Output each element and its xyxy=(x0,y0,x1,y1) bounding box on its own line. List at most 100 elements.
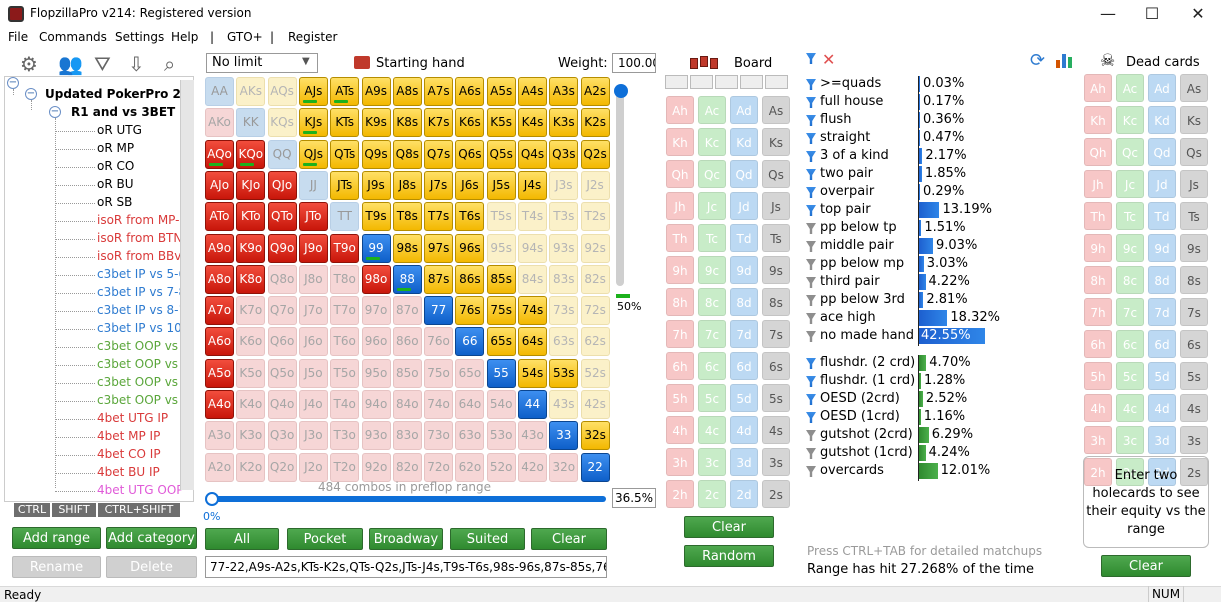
hand-cell-82s[interactable]: 82s xyxy=(580,264,610,294)
dead-card-7d[interactable]: 7d xyxy=(1148,298,1176,326)
dead-card-4c[interactable]: 4c xyxy=(1116,394,1144,422)
board-card-Tc[interactable]: Tc xyxy=(698,224,726,252)
hand-cell-84o[interactable]: 84o xyxy=(392,390,422,419)
menu-commands[interactable]: Commands xyxy=(39,30,107,44)
dead-card-Ad[interactable]: Ad xyxy=(1148,74,1176,102)
settings-gear-icon[interactable]: ⚙ xyxy=(20,52,38,76)
hand-cell-K7s[interactable]: K7s xyxy=(424,108,454,138)
hand-cell-K4o[interactable]: K4o xyxy=(236,390,266,419)
dead-card-8c[interactable]: 8c xyxy=(1116,266,1144,294)
dead-card-2s[interactable]: 2s xyxy=(1180,458,1208,486)
hand-cell-J4o[interactable]: J4o xyxy=(298,390,328,419)
board-card-3s[interactable]: 3s xyxy=(762,448,790,476)
hand-cell-J4s[interactable]: J4s xyxy=(518,170,547,200)
hand-cell-Q4s[interactable]: Q4s xyxy=(518,139,547,169)
tree-item[interactable]: isoR from BTN-BU xyxy=(97,231,194,245)
filter-icon[interactable] xyxy=(806,430,816,441)
board-card-8c[interactable]: 8c xyxy=(698,288,726,316)
range-tree[interactable]: − − Updated PokerPro 2021 - 6max − R1 an… xyxy=(4,76,194,502)
hand-cell-94o[interactable]: 94o xyxy=(361,390,391,419)
filter-icon[interactable] xyxy=(806,205,816,216)
hand-cell-A3s[interactable]: A3s xyxy=(549,77,579,106)
hand-cell-55[interactable]: 55 xyxy=(486,358,516,388)
hand-cell-A8s[interactable]: A8s xyxy=(392,77,422,106)
filter-icon[interactable] xyxy=(806,133,816,144)
broadway-button[interactable]: Broadway xyxy=(369,528,443,550)
board-card-7c[interactable]: 7c xyxy=(698,320,726,348)
add-range-button[interactable]: Add range xyxy=(12,527,101,549)
hand-cell-Q6o[interactable]: Q6o xyxy=(267,327,297,357)
dead-card-9d[interactable]: 9d xyxy=(1148,234,1176,262)
board-card-Ah[interactable]: Ah xyxy=(666,96,694,124)
menu-file[interactable]: File xyxy=(8,30,29,44)
hand-cell-A7o[interactable]: A7o xyxy=(205,296,234,326)
board-card-2s[interactable]: 2s xyxy=(762,480,790,508)
board-card-Kd[interactable]: Kd xyxy=(730,128,758,156)
hand-cell-Q3o[interactable]: Q3o xyxy=(267,421,297,451)
hand-cell-Q7o[interactable]: Q7o xyxy=(267,296,297,326)
hand-cell-93o[interactable]: 93o xyxy=(361,421,391,451)
hand-cell-KJo[interactable]: KJo xyxy=(236,170,266,200)
hand-cell-K8o[interactable]: K8o xyxy=(236,264,266,294)
dead-card-6c[interactable]: 6c xyxy=(1116,330,1144,358)
board-card-Jd[interactable]: Jd xyxy=(730,192,758,220)
dead-card-Ac[interactable]: Ac xyxy=(1116,74,1144,102)
board-card-6c[interactable]: 6c xyxy=(698,352,726,380)
hand-cell-JJ[interactable]: JJ xyxy=(298,170,328,200)
clear-filter-icon[interactable]: ✕ xyxy=(822,50,836,69)
stat-row[interactable]: two pair 1.85% xyxy=(806,165,1006,183)
tree-item[interactable]: 4bet UTG IP xyxy=(97,411,169,425)
hand-cell-ATs[interactable]: ATs xyxy=(330,77,360,106)
hand-cell-74o[interactable]: 74o xyxy=(424,390,454,419)
stat-row[interactable]: OESD (2crd) 2.52% xyxy=(806,390,1006,408)
hand-cell-93s[interactable]: 93s xyxy=(549,233,579,263)
hand-cell-33[interactable]: 33 xyxy=(549,421,579,451)
board-card-Kh[interactable]: Kh xyxy=(666,128,694,156)
board-card-7d[interactable]: 7d xyxy=(730,320,758,348)
hand-cell-Q5o[interactable]: Q5o xyxy=(267,358,297,388)
board-card-As[interactable]: As xyxy=(762,96,790,124)
tree-item[interactable]: c3bet OOP vs 5-6% xyxy=(97,339,193,353)
tree-item[interactable]: c3bet IP vs 10-15% xyxy=(97,321,193,335)
hand-cell-A4o[interactable]: A4o xyxy=(205,390,234,419)
dead-card-2d[interactable]: 2d xyxy=(1148,458,1176,486)
hand-cell-Q7s[interactable]: Q7s xyxy=(424,139,454,169)
board-card-8s[interactable]: 8s xyxy=(762,288,790,316)
clear-range-button[interactable]: Clear xyxy=(531,528,607,550)
dead-card-6h[interactable]: 6h xyxy=(1084,330,1112,358)
hand-cell-A5o[interactable]: A5o xyxy=(205,358,234,388)
filter-icon[interactable]: ⛛ xyxy=(94,52,111,76)
hand-cell-J5s[interactable]: J5s xyxy=(486,170,516,200)
hand-cell-T7s[interactable]: T7s xyxy=(424,202,454,232)
hand-cell-85o[interactable]: 85o xyxy=(392,358,422,388)
hand-cell-73o[interactable]: 73o xyxy=(424,421,454,451)
hand-cell-KJs[interactable]: KJs xyxy=(298,108,328,138)
tree-group[interactable]: R1 and vs 3BET xyxy=(71,105,176,119)
hand-cell-73s[interactable]: 73s xyxy=(549,296,579,326)
chevron-down-icon[interactable]: ▼ xyxy=(302,56,310,67)
hand-cell-A5s[interactable]: A5s xyxy=(486,77,516,106)
filter-icon[interactable] xyxy=(806,394,816,405)
dead-card-5d[interactable]: 5d xyxy=(1148,362,1176,390)
hand-cell-JTs[interactable]: JTs xyxy=(330,170,360,200)
hand-cell-52o[interactable]: 52o xyxy=(486,452,516,482)
hand-cell-AQs[interactable]: AQs xyxy=(267,77,297,106)
hand-cell-53s[interactable]: 53s xyxy=(549,358,579,388)
stat-row[interactable]: pp below mp 3.03% xyxy=(806,255,1006,273)
dead-card-2c[interactable]: 2c xyxy=(1116,458,1144,486)
dead-card-Th[interactable]: Th xyxy=(1084,202,1112,230)
hand-cell-98o[interactable]: 98o xyxy=(361,264,391,294)
hand-cell-32s[interactable]: 32s xyxy=(580,421,610,451)
tree-item[interactable]: c3bet IP vs 8-10% xyxy=(97,303,193,317)
hand-cell-AA[interactable]: AA xyxy=(205,77,234,106)
tree-item[interactable]: 4bet UTG OOP xyxy=(97,483,184,497)
hand-cell-A2s[interactable]: A2s xyxy=(580,77,610,106)
filter-icon[interactable] xyxy=(806,115,816,126)
hand-cell-94s[interactable]: 94s xyxy=(518,233,547,263)
hand-cell-T6o[interactable]: T6o xyxy=(330,327,360,357)
filter-icon[interactable] xyxy=(806,358,816,369)
hand-cell-43o[interactable]: 43o xyxy=(518,421,547,451)
hand-cell-K5o[interactable]: K5o xyxy=(236,358,266,388)
dead-card-Qs[interactable]: Qs xyxy=(1180,138,1208,166)
tree-item[interactable]: oR UTG xyxy=(97,123,142,137)
